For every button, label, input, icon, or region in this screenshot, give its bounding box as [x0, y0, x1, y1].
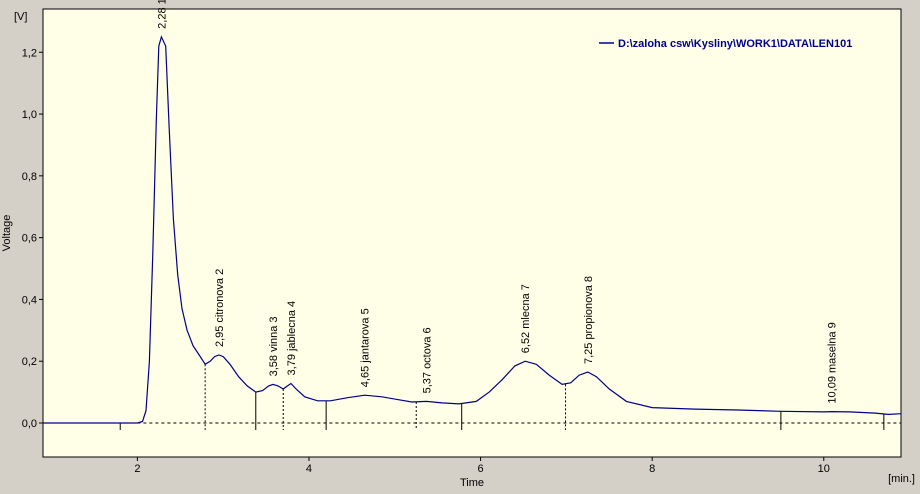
y-tick-label: 0,4	[22, 294, 37, 306]
peak-label: 6,52 mlecna 7	[520, 284, 532, 353]
peak-label: 3,79 jablecna 4	[286, 301, 298, 376]
y-tick-label: 1,0	[22, 109, 37, 121]
peak-label: 3,58 vinna 3	[268, 316, 280, 376]
peak-label: 2,95 citronova 2	[214, 269, 226, 347]
legend-series-name: D:\zaloha csw\Kysliny\WORK1\DATA\LEN101	[618, 38, 852, 50]
x-tick-label: 6	[478, 463, 484, 475]
x-axis-unit: [min.]	[888, 473, 915, 485]
y-axis-unit: [V]	[14, 11, 27, 23]
peak-label: 4,65 jantarova 5	[360, 308, 372, 387]
y-tick-label: 0,6	[22, 233, 37, 245]
peak-label: 5,37 octova 6	[422, 327, 434, 393]
y-tick-label: 0,0	[22, 418, 37, 430]
series-trace	[43, 35, 902, 424]
x-axis-title: Time	[460, 477, 484, 489]
x-tick-label: 10	[818, 463, 830, 475]
peak-label: 2,28 1	[156, 0, 168, 29]
peak-label: 10,09 maselna 9	[827, 322, 839, 403]
peak-label-layer: 2,28 1 2,95 citronova 2 3,58 vinna 3 3,79 j…	[156, 0, 838, 404]
y-axis-title: Voltage	[1, 215, 13, 252]
peak-label: 7,25 propionova 8	[583, 276, 595, 364]
peak-boundary-layer	[119, 364, 885, 431]
x-tick-label: 8	[649, 463, 655, 475]
y-tick-label: 0,2	[22, 356, 37, 368]
x-tick-label: 2	[134, 463, 140, 475]
plot-area	[42, 8, 902, 458]
trace-layer	[43, 35, 902, 424]
axes: 0,0 0,2 0,4 0,6 0,8 1,0 1,2 2 4 6 8 10	[22, 47, 830, 475]
legend: D:\zaloha csw\Kysliny\WORK1\DATA\LEN101	[599, 38, 852, 50]
y-tick-label: 0,8	[22, 171, 37, 183]
x-tick-label: 4	[306, 463, 312, 475]
y-tick-label: 1,2	[22, 47, 37, 59]
